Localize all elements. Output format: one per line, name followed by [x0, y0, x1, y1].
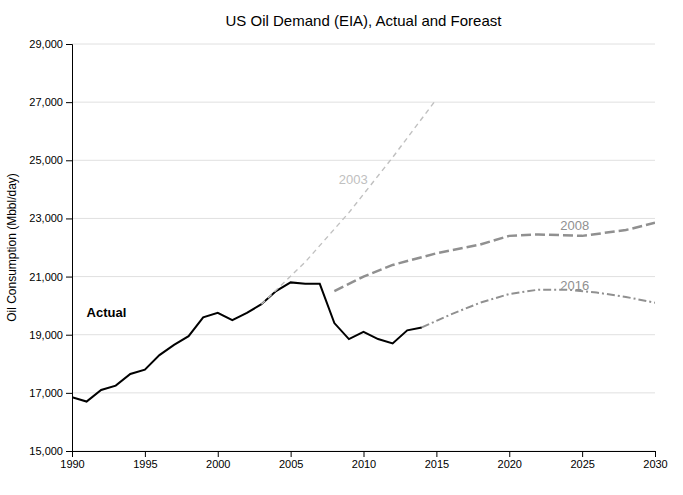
tick: 2000 — [206, 451, 230, 470]
tick-label: 1990 — [60, 458, 84, 470]
annotation: 2008 — [560, 218, 589, 233]
tick-mark — [66, 451, 72, 452]
grid-line — [72, 102, 655, 103]
tick-label: 2020 — [498, 458, 522, 470]
tick-mark — [66, 102, 72, 103]
tick-label: 17,000 — [29, 387, 63, 399]
tick-label: 2005 — [279, 458, 303, 470]
series-line — [334, 223, 655, 291]
axis-line — [66, 45, 73, 452]
title: US Oil Demand (EIA), Actual and Foreast — [226, 12, 503, 29]
tick-label: 15,000 — [29, 445, 63, 457]
tick-label: 27,000 — [29, 96, 63, 108]
grid-line — [72, 44, 655, 45]
tick-label: 23,000 — [29, 212, 63, 224]
tick-label: 2000 — [206, 458, 230, 470]
tick-mark — [364, 451, 365, 457]
grid — [72, 44, 655, 451]
tick-label: 29,000 — [29, 38, 63, 50]
lines — [72, 99, 655, 401]
tick: 1995 — [133, 451, 157, 470]
tick-label: 25,000 — [29, 154, 63, 166]
series-line — [72, 282, 422, 401]
tick-mark — [66, 335, 72, 336]
plot: 1990 1995 2000 2005 2010 2015 2020 2025 2030 15,0… — [29, 38, 667, 470]
series-line — [261, 99, 436, 304]
tick-mark — [66, 160, 72, 161]
tick-mark — [291, 451, 292, 457]
annotation: Actual — [87, 305, 127, 320]
tick-mark — [66, 44, 72, 45]
series-line — [422, 290, 655, 328]
tick: 2015 — [425, 451, 449, 470]
tick-mark — [218, 451, 219, 457]
tick: 2030 — [643, 451, 667, 470]
tick: 17,000 — [29, 387, 72, 399]
grid-line — [72, 392, 655, 393]
grid-line — [72, 160, 655, 161]
y-axis-title: Oil Consumption (Mbbl/day) — [5, 173, 19, 322]
annotation: 2003 — [339, 172, 368, 187]
tick-mark — [145, 451, 146, 457]
tick-label: 2010 — [352, 458, 376, 470]
chart: 1990 1995 2000 2005 2010 2015 2020 2025 2030 15,0… — [0, 0, 683, 495]
tick: 23,000 — [29, 212, 72, 224]
x-axis: 1990 1995 2000 2005 2010 2015 2020 2025 2030 — [60, 451, 667, 470]
tick-mark — [66, 393, 72, 394]
tick-label: 19,000 — [29, 329, 63, 341]
tick: 2025 — [570, 451, 594, 470]
tick: 2005 — [279, 451, 303, 470]
tick: 15,000 — [29, 445, 72, 457]
grid-line — [72, 334, 655, 335]
tick-mark — [509, 451, 510, 457]
tick-label: 21,000 — [29, 271, 63, 283]
tick-mark — [582, 451, 583, 457]
tick-mark — [436, 451, 437, 457]
tick-mark — [655, 451, 656, 457]
tick-label: 2015 — [425, 458, 449, 470]
tick-label: 2025 — [570, 458, 594, 470]
axis-line — [73, 452, 656, 458]
annotations: Actual 2003 2008 2016 — [87, 172, 590, 321]
y-axis: 15,000 17,000 19,000 21,000 23,000 25,000 27,0… — [29, 38, 72, 457]
tick: 2010 — [352, 451, 376, 470]
tick-label: 2030 — [643, 458, 667, 470]
annotation: 2016 — [560, 278, 589, 293]
tick: 19,000 — [29, 329, 72, 341]
tick: 25,000 — [29, 154, 72, 166]
tick: 1990 — [60, 451, 84, 470]
tick: 21,000 — [29, 271, 72, 283]
tick-label: 1995 — [133, 458, 157, 470]
tick-mark — [66, 277, 72, 278]
tick-mark — [66, 218, 72, 219]
tick: 2020 — [498, 451, 522, 470]
tick: 27,000 — [29, 96, 72, 108]
tick: 29,000 — [29, 38, 72, 50]
